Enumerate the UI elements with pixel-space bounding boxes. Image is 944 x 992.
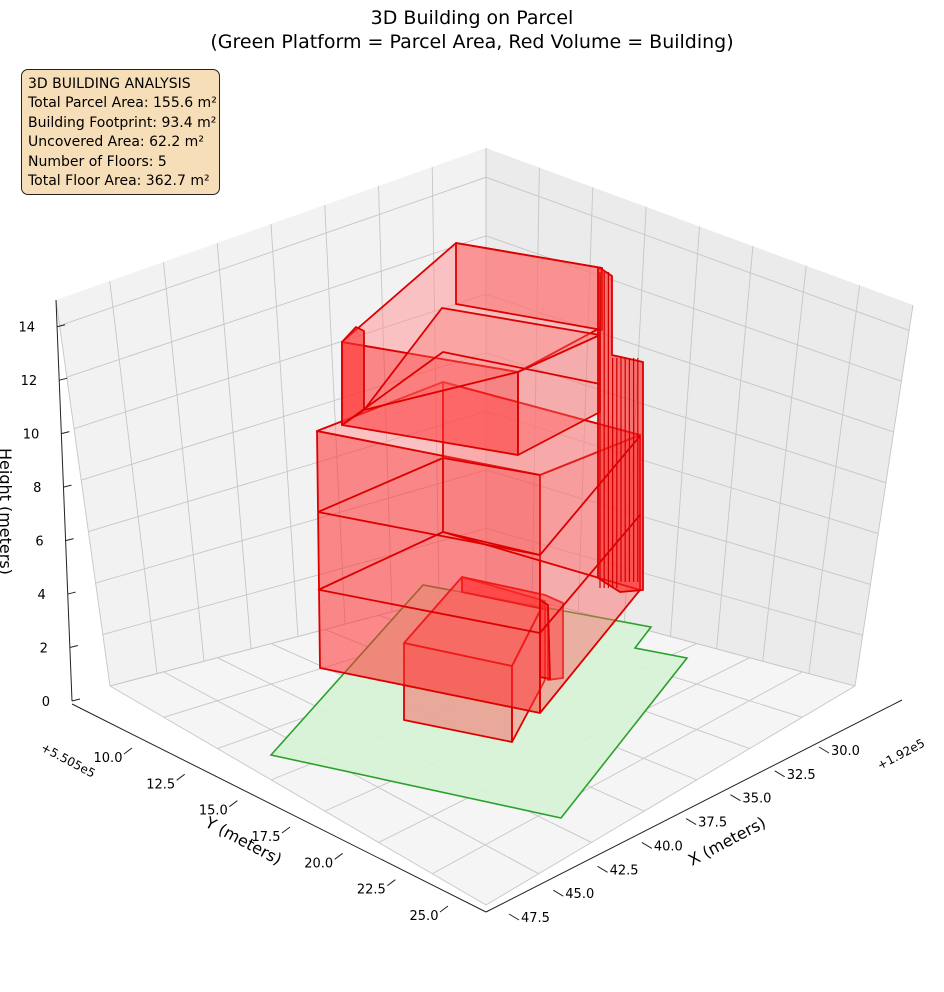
x-offset-label: +1.92e5 (875, 736, 927, 773)
x-tick (641, 841, 653, 849)
x-tick-label: 42.5 (610, 863, 639, 878)
z-tick-label: 4 (37, 588, 45, 603)
x-tick-labels: 30.0 32.5 35.0 37.5 40.0 42.5 45.0 47.5 (521, 744, 860, 926)
y-tick (439, 905, 449, 913)
y-tick-label: 15.0 (199, 804, 228, 819)
narrow-wall (539, 599, 551, 680)
z-tick-label: 14 (19, 321, 36, 336)
x-tick (818, 746, 830, 754)
info-parcel-area: Total Parcel Area: 155.6 m² (28, 95, 217, 112)
axis-lines (55, 299, 903, 913)
y-tick-label: 20.0 (304, 856, 333, 871)
x-axis-line (485, 699, 903, 913)
wall-gridline (577, 187, 594, 612)
z-tick-label: 0 (42, 695, 50, 710)
building-volume (316, 242, 644, 743)
wall-gridline (270, 223, 299, 637)
z-tick-label: 8 (33, 481, 41, 496)
z-tick-labels: 0 2 4 6 8 10 12 14 (19, 321, 50, 710)
y-tick (123, 747, 133, 755)
y-tick-label: 25.0 (410, 909, 439, 924)
z-tick-label: 12 (21, 374, 38, 389)
x-tick-label: 40.0 (654, 839, 683, 854)
x-tick (730, 794, 741, 802)
y-tick (176, 773, 185, 781)
info-floor-area: Total Floor Area: 362.7 m² (28, 173, 210, 190)
x-tick (774, 770, 785, 778)
floor-gridline (432, 671, 803, 875)
x-tick (685, 818, 697, 826)
chart-title: 3D Building on Parcel (Green Platform = … (0, 6, 944, 54)
z-tick (71, 698, 81, 702)
z-tick (65, 538, 74, 542)
z-tick (61, 431, 70, 435)
wall-gridline (55, 299, 111, 687)
wall-gridline (762, 265, 807, 662)
z-tick-label: 2 (40, 642, 48, 657)
x-tick-label: 32.5 (787, 768, 816, 783)
upper-notch (341, 326, 365, 426)
chart-title-line1: 3D Building on Parcel (370, 7, 574, 29)
z-tick (67, 591, 76, 595)
y-tick-label: 22.5 (357, 883, 386, 898)
x-tick-label: 47.5 (521, 911, 550, 926)
y-tick-label: 17.5 (252, 830, 281, 845)
y-axis-line (71, 703, 487, 913)
y-tick (229, 800, 238, 808)
wall-gridline (670, 226, 700, 637)
y-tick (334, 852, 343, 860)
z-axis-line (55, 299, 73, 702)
upper-slab-line (341, 351, 601, 426)
info-uncovered: Uncovered Area: 62.2 m² (28, 134, 204, 151)
floor-line-5-back (317, 457, 541, 513)
analysis-info-box: 3D BUILDING ANALYSIS Total Parcel Area: … (21, 69, 220, 195)
x-tick (553, 889, 564, 897)
z-tick (69, 645, 78, 649)
y-tick-labels: 10.0 12.5 15.0 17.5 20.0 22.5 25.0 (94, 751, 439, 924)
floor-line-4-back (317, 531, 541, 591)
wall-gridline (216, 242, 252, 649)
z-tick (56, 324, 66, 328)
info-footprint: Building Footprint: 93.4 m² (28, 114, 217, 131)
y-offset-label: +5.505e5 (39, 740, 98, 780)
x-tick (597, 865, 608, 873)
floor-line-2 (319, 514, 641, 634)
axis-ticks (56, 324, 830, 921)
floor-gridline (109, 685, 487, 906)
wall-gridline (854, 304, 914, 687)
z-tick-label: 6 (35, 535, 43, 550)
z-tick (59, 377, 68, 381)
z-axis-label: Height (meters) (0, 448, 15, 575)
wall-gridline (163, 261, 205, 662)
x-tick-label: 30.0 (831, 744, 860, 759)
wall-gridline (716, 246, 754, 649)
wall-gridline (109, 280, 158, 674)
wall-gridline (808, 285, 861, 674)
floor-gridline (485, 685, 856, 906)
y-tick-label: 10.0 (94, 751, 123, 766)
x-tick-label: 35.0 (742, 792, 771, 807)
z-tick-label: 10 (23, 428, 40, 443)
info-heading: 3D BUILDING ANALYSIS (28, 76, 191, 92)
y-tick (387, 879, 396, 887)
info-floors: Number of Floors: 5 (28, 153, 167, 170)
z-tick (63, 484, 72, 488)
chart-title-line2: (Green Platform = Parcel Area, Red Volum… (210, 31, 734, 53)
y-tick (281, 826, 291, 834)
curved-wall-ribs (599, 272, 639, 588)
y-tick-label: 12.5 (146, 777, 175, 792)
x-tick-label: 37.5 (698, 816, 727, 831)
x-tick (508, 913, 520, 921)
x-tick-label: 45.0 (565, 887, 594, 902)
